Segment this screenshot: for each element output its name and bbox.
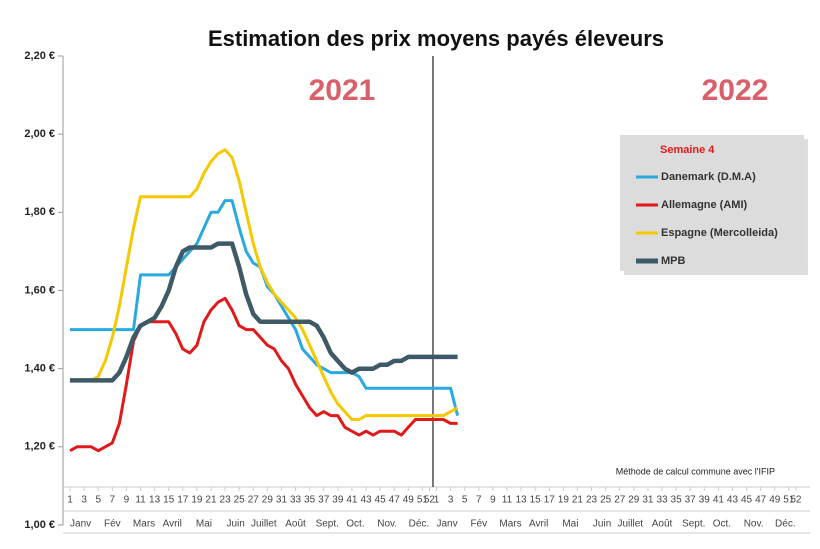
x-tick-label: 33 — [656, 495, 668, 506]
month-label: Déc. — [775, 519, 796, 530]
x-tick-label: 23 — [586, 495, 598, 506]
month-label: Mai — [196, 519, 212, 530]
month-label: Mars — [133, 519, 155, 530]
legend-label: Allemagne (AMI) — [661, 199, 748, 211]
x-tick-label: 49 — [403, 495, 415, 506]
month-label: Mai — [562, 519, 578, 530]
year-annotation: 2022 — [702, 74, 769, 107]
month-label: Avril — [163, 519, 182, 530]
x-tick-label: 51 — [783, 495, 795, 506]
month-label: Sept. — [316, 519, 339, 530]
month-label: Janv — [70, 519, 91, 530]
x-tick-label: 49 — [769, 495, 781, 506]
x-tick-label: 27 — [614, 495, 626, 506]
x-tick-label: 17 — [177, 495, 189, 506]
x-tick-label: 17 — [544, 495, 556, 506]
legend-label: MPB — [661, 255, 686, 267]
x-tick-label: 11 — [502, 495, 513, 506]
y-tick-label: 1,00 € — [24, 519, 55, 531]
chart-title: Estimation des prix moyens payés éleveur… — [208, 26, 664, 51]
series-line — [70, 199, 460, 416]
month-label: Oct. — [346, 519, 364, 530]
x-tick-label: 52 — [424, 495, 436, 506]
x-tick-label: 21 — [205, 495, 217, 506]
y-tick-label: 1,20 € — [24, 441, 55, 453]
x-tick-label: 3 — [448, 495, 454, 506]
x-tick-label: 3 — [81, 495, 87, 506]
x-tick-label: 45 — [741, 495, 753, 506]
note: Méthode de calcul commune avec l'IFIP — [616, 466, 775, 476]
year-annotation: 2021 — [309, 74, 376, 107]
x-tick-label: 43 — [360, 495, 372, 506]
x-tick-label: 13 — [149, 495, 161, 506]
month-label: Sept. — [682, 519, 705, 530]
series-line — [70, 148, 459, 421]
month-label: Août — [285, 519, 306, 530]
x-tick-label: 35 — [304, 495, 316, 506]
month-label: Nov. — [377, 519, 397, 530]
x-tick-label: 37 — [318, 495, 330, 506]
x-tick-label: 35 — [671, 495, 683, 506]
month-label: Mars — [499, 519, 521, 530]
x-tick-label: 41 — [713, 495, 725, 506]
series-line — [70, 241, 458, 383]
x-tick-label: 39 — [699, 495, 711, 506]
x-tick-label: 51 — [417, 495, 429, 506]
y-tick-label: 1,80 € — [24, 206, 55, 218]
month-label: Avril — [529, 519, 548, 530]
y-tick-label: 2,00 € — [24, 128, 55, 140]
x-tick-label: 29 — [628, 495, 640, 506]
x-tick-label: 27 — [248, 495, 260, 506]
x-tick-label: 47 — [389, 495, 401, 506]
x-tick-label: 19 — [558, 495, 570, 506]
x-tick-label: 31 — [276, 495, 288, 506]
legend-label: Danemark (D.M.A) — [661, 171, 756, 183]
month-label: Déc. — [409, 519, 430, 530]
x-tick-label: 9 — [124, 495, 130, 506]
x-tick-label: 31 — [642, 495, 654, 506]
x-tick-label: 5 — [95, 495, 101, 506]
x-tick-label: 9 — [490, 495, 496, 506]
x-tick-label: 19 — [191, 495, 203, 506]
x-tick-label: 23 — [220, 495, 232, 506]
x-tick-label: 15 — [163, 495, 175, 506]
x-tick-label: 7 — [110, 495, 116, 506]
month-label: Fév — [470, 519, 487, 530]
month-label: Juillet — [251, 519, 277, 530]
x-tick-label: 33 — [290, 495, 302, 506]
month-label: Fév — [104, 519, 121, 530]
month-label: Janv — [437, 519, 458, 530]
x-tick-label: 39 — [332, 495, 344, 506]
x-tick-label: 7 — [476, 495, 482, 506]
x-tick-label: 52 — [790, 495, 802, 506]
month-label: Juin — [593, 519, 611, 530]
x-tick-label: 5 — [462, 495, 468, 506]
x-tick-label: 13 — [516, 495, 528, 506]
x-tick-label: 29 — [262, 495, 274, 506]
month-label: Juillet — [618, 519, 644, 530]
x-tick-label: 1 — [67, 495, 73, 506]
y-tick-label: 1,40 € — [24, 363, 55, 375]
y-tick-label: 2,20 € — [24, 50, 55, 62]
x-tick-label: 25 — [600, 495, 612, 506]
x-tick-label: 45 — [375, 495, 387, 506]
legend-title: Semaine 4 — [660, 144, 715, 156]
month-label: Oct. — [713, 519, 731, 530]
month-label: Nov. — [744, 519, 764, 530]
x-tick-label: 1 — [434, 495, 440, 506]
x-tick-label: 11 — [135, 495, 146, 506]
x-tick-label: 47 — [755, 495, 767, 506]
legend-box — [620, 135, 804, 271]
x-tick-label: 15 — [530, 495, 542, 506]
x-tick-label: 41 — [346, 495, 358, 506]
legend-label: Espagne (Mercolleida) — [661, 227, 778, 239]
y-tick-label: 1,60 € — [24, 284, 55, 296]
month-label: Juin — [226, 519, 244, 530]
x-tick-label: 37 — [685, 495, 697, 506]
x-tick-label: 25 — [234, 495, 246, 506]
month-label: Août — [652, 519, 673, 530]
x-tick-label: 43 — [727, 495, 739, 506]
x-tick-label: 21 — [572, 495, 584, 506]
